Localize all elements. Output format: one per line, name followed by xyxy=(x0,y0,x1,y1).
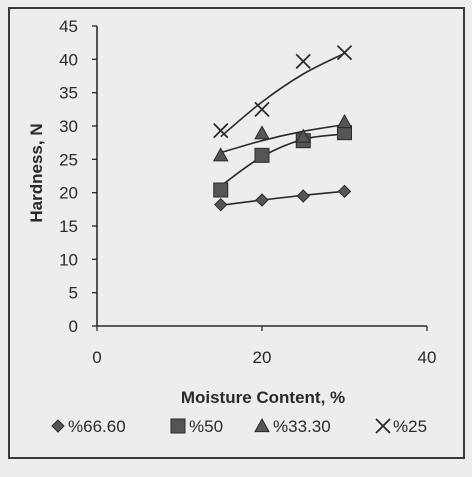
y-tick-label: 25 xyxy=(59,150,78,169)
data-point xyxy=(296,189,310,203)
data-point xyxy=(212,147,229,162)
y-tick-label: 0 xyxy=(69,317,78,336)
y-tick-label: 30 xyxy=(59,117,78,136)
legend-label: %25 xyxy=(393,417,427,436)
y-tick-label: 15 xyxy=(59,217,78,236)
series-3 xyxy=(213,45,353,139)
y-tick-label: 5 xyxy=(69,284,78,303)
data-point xyxy=(213,123,229,139)
trendline xyxy=(220,190,345,207)
y-tick-label: 40 xyxy=(59,50,78,69)
data-point xyxy=(255,193,269,207)
legend-item: %25 xyxy=(375,417,427,436)
legend-marker xyxy=(170,418,186,434)
legend-item: %66.60 xyxy=(51,417,126,436)
legend-item: %50 xyxy=(170,417,223,436)
legend-marker xyxy=(375,418,391,434)
y-tick-label: 10 xyxy=(59,250,78,269)
series-layer xyxy=(212,45,353,212)
legend-marker xyxy=(51,419,65,433)
y-tick-label: 20 xyxy=(59,184,78,203)
legend: %66.60 %50 %33.30 %25 xyxy=(51,417,427,436)
x-tick-label: 20 xyxy=(253,348,272,367)
x-axis-label: Moisture Content, % xyxy=(181,388,345,407)
data-point xyxy=(295,53,311,69)
trendline xyxy=(220,52,345,138)
figure-border xyxy=(8,7,465,459)
legend-label: %66.60 xyxy=(68,417,126,436)
x-tick-label: 40 xyxy=(418,348,437,367)
data-point xyxy=(254,125,270,140)
data-point xyxy=(295,128,312,143)
data-point xyxy=(336,113,353,129)
trendline xyxy=(220,133,345,187)
data-point xyxy=(337,184,352,199)
legend-item: %33.30 xyxy=(254,417,331,436)
data-point xyxy=(213,182,229,198)
y-tick-label: 35 xyxy=(59,84,78,103)
legend-marker xyxy=(254,417,270,433)
y-axis-label: Hardness, N xyxy=(27,123,46,222)
series-0 xyxy=(214,184,352,212)
axes-group: 0 5 10 15 20 25 30 35 40 45 0 20 40 xyxy=(59,17,436,367)
legend-label: %50 xyxy=(189,417,223,436)
data-point xyxy=(254,101,270,117)
data-point xyxy=(254,147,270,163)
data-point xyxy=(336,45,353,61)
x-tick-label: 0 xyxy=(92,348,101,367)
y-tick-label: 45 xyxy=(59,17,78,36)
trendline xyxy=(220,123,345,154)
legend-label: %33.30 xyxy=(273,417,331,436)
data-point xyxy=(214,197,228,212)
series-2 xyxy=(212,113,353,162)
